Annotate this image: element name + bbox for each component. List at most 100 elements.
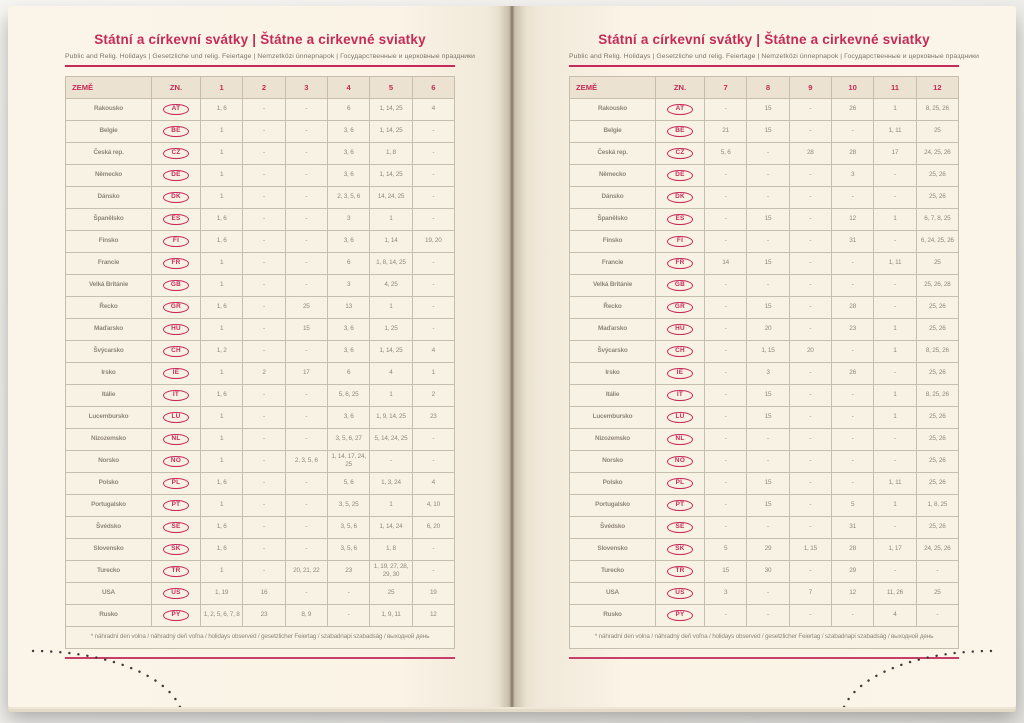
holiday-days-cell: 1: [199, 317, 244, 341]
holiday-days-cell: 1, 19, 27, 28, 29, 30: [369, 559, 413, 583]
country-code-cell: SK: [151, 537, 201, 561]
country-name: Nizozemsko: [65, 427, 152, 451]
holiday-days-cell: -: [284, 471, 328, 495]
holiday-days-cell: -: [788, 273, 832, 297]
holiday-days-cell: -: [242, 141, 286, 165]
holiday-days-cell: -: [703, 295, 748, 319]
holiday-days-cell: 2, 3, 5, 6: [326, 185, 371, 209]
holiday-days-cell: 3, 5, 6: [326, 515, 371, 539]
country-row: Norsko NO 1-2, 3, 5, 6 1, 14, 17, 24, 25- -: [65, 449, 456, 473]
holiday-days-cell: 15: [746, 119, 790, 143]
holiday-days-cell: -: [703, 185, 748, 209]
holiday-days-cell: 25, 26: [915, 361, 960, 385]
country-code-badge: NL: [667, 433, 693, 446]
country-row: Maďarsko HU -20-23 1 25, 26: [569, 317, 960, 341]
country-row: Polsko PL 1, 6- -5, 6 1, 3, 24 4: [65, 471, 456, 495]
country-code-cell: NO: [151, 449, 201, 473]
holiday-days-cell: -: [284, 185, 328, 209]
holiday-days-cell: 1, 14, 25: [369, 339, 413, 363]
country-code-cell: FI: [151, 229, 201, 253]
country-code-badge: US: [163, 587, 189, 600]
holiday-days-cell: -: [746, 163, 790, 187]
holiday-days-cell: 1, 8: [369, 141, 413, 165]
holiday-days-cell: -: [703, 449, 748, 473]
table-header-row: ZEMĚ ZN. 7 8 9 10 11 12: [569, 75, 960, 99]
holiday-days-cell: -: [788, 119, 832, 143]
country-code-cell: DE: [655, 163, 705, 187]
holiday-days-cell: 14, 24, 25: [369, 185, 413, 209]
country-name: Turecko: [65, 559, 152, 583]
country-row: Belgie BE 21 15- -1, 11 25: [569, 119, 960, 143]
country-name: Španělsko: [65, 207, 152, 231]
holiday-days-cell: 2: [411, 383, 456, 407]
holiday-days-cell: -: [830, 449, 875, 473]
country-code-cell: IE: [151, 361, 201, 385]
country-code-badge: GB: [667, 279, 693, 292]
holiday-days-cell: 1: [369, 207, 413, 231]
country-code-badge: BE: [163, 125, 189, 138]
holiday-days-cell: 1, 14, 17, 24, 25: [326, 449, 371, 473]
holiday-days-cell: 1, 6: [199, 537, 244, 561]
holiday-days-cell: 28: [830, 141, 875, 165]
country-code-cell: NL: [151, 427, 201, 451]
country-code-cell: IT: [151, 383, 201, 407]
holiday-days-cell: -: [411, 251, 456, 275]
country-row: Švédsko SE - - -31-25, 26: [569, 515, 960, 539]
holiday-days-cell: 26: [830, 361, 875, 385]
holiday-days-cell: -: [830, 185, 875, 209]
page-title: Státní a církevní svátky | Štátne a cirk…: [94, 32, 426, 47]
country-name: Slovensko: [569, 537, 656, 561]
holiday-days-cell: 25: [284, 295, 328, 319]
holiday-days-cell: -: [703, 229, 748, 253]
holiday-days-cell: -: [411, 295, 456, 319]
page-subtitle: Public and Relig. Holidays | Gesetzliche…: [569, 52, 980, 60]
col-header-month: 12: [915, 75, 960, 99]
country-name: Itálie: [569, 383, 656, 407]
holiday-days-cell: 5, 6, 25: [326, 383, 371, 407]
holiday-days-cell: -: [788, 185, 832, 209]
holiday-days-cell: 23: [830, 317, 875, 341]
country-code-badge: SK: [163, 543, 189, 556]
holiday-days-cell: 3, 6: [326, 141, 371, 165]
holiday-days-cell: -: [873, 361, 917, 385]
country-code-cell: BE: [151, 119, 201, 143]
holiday-days-cell: 2, 3, 5, 6: [284, 449, 328, 473]
holiday-days-cell: -: [703, 273, 748, 297]
country-row: Švýcarsko CH 1, 2- -3, 6 1, 14, 25 4: [65, 339, 456, 363]
holiday-days-cell: -: [703, 471, 748, 495]
country-name: Francie: [569, 251, 656, 275]
holiday-days-cell: -: [326, 603, 371, 627]
holiday-days-cell: 1, 25: [369, 317, 413, 341]
holiday-days-cell: 7: [788, 581, 832, 605]
holiday-days-cell: -: [788, 383, 832, 407]
country-code-badge: PL: [163, 477, 189, 490]
country-name: Portugalsko: [65, 493, 152, 517]
holiday-days-cell: 17: [873, 141, 917, 165]
holiday-days-cell: 25: [915, 119, 960, 143]
holiday-days-cell: -: [830, 119, 875, 143]
holiday-days-cell: 19: [411, 581, 456, 605]
country-name: Slovensko: [65, 537, 152, 561]
country-name: Turecko: [569, 559, 656, 583]
country-code-cell: CZ: [151, 141, 201, 165]
country-row: Česká rep. CZ 1- -3, 6 1, 8-: [65, 141, 456, 165]
holiday-days-cell: 1, 9, 11: [369, 603, 413, 627]
country-code-badge: HU: [163, 323, 189, 336]
holiday-days-cell: -: [746, 141, 790, 165]
holiday-days-cell: -: [746, 515, 790, 539]
holiday-days-cell: -: [284, 119, 328, 143]
country-name: Velká Británie: [569, 273, 656, 297]
country-code-badge: FI: [667, 235, 693, 248]
holiday-days-cell: 1, 14, 25: [369, 119, 413, 143]
holiday-days-cell: 3, 6: [326, 317, 371, 341]
holiday-days-cell: 25, 26: [915, 295, 960, 319]
holiday-days-cell: 29: [746, 537, 790, 561]
country-code-badge: PY: [163, 609, 189, 622]
holiday-days-cell: 1, 6: [199, 515, 244, 539]
holiday-days-cell: 3, 6: [326, 163, 371, 187]
country-code-cell: TR: [655, 559, 705, 583]
country-code-badge: ES: [667, 213, 693, 226]
country-name: USA: [569, 581, 656, 605]
holiday-days-cell: 1, 8: [369, 537, 413, 561]
